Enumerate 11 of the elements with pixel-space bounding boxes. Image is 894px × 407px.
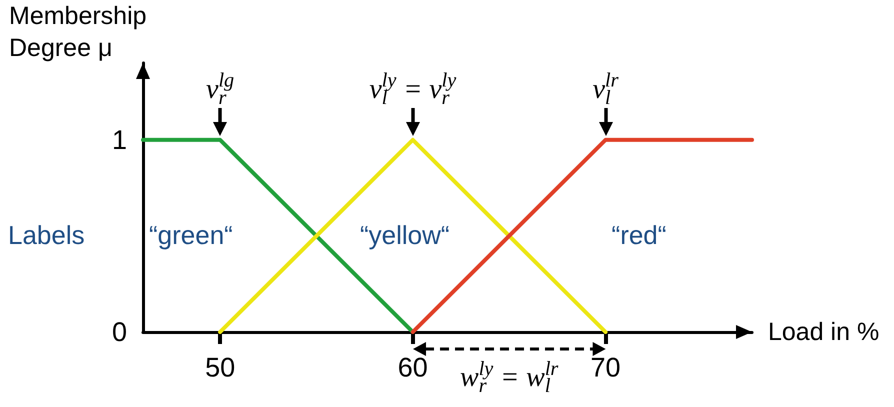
y-tick-label: 0 bbox=[112, 317, 127, 347]
y-axis-title: Membership Degree μ bbox=[9, 1, 148, 64]
x-axis-title: Load in % bbox=[768, 318, 880, 346]
x-tick-label: 60 bbox=[398, 352, 428, 382]
series-label: “yellow“ bbox=[360, 220, 450, 251]
y-tick-label: 1 bbox=[112, 124, 127, 155]
x-tick-label: 70 bbox=[590, 352, 621, 382]
series-label: “green“ bbox=[149, 220, 233, 251]
text: “red“ bbox=[612, 220, 666, 251]
x-tick-label: 50 bbox=[205, 352, 236, 382]
text: Labels bbox=[8, 220, 85, 251]
